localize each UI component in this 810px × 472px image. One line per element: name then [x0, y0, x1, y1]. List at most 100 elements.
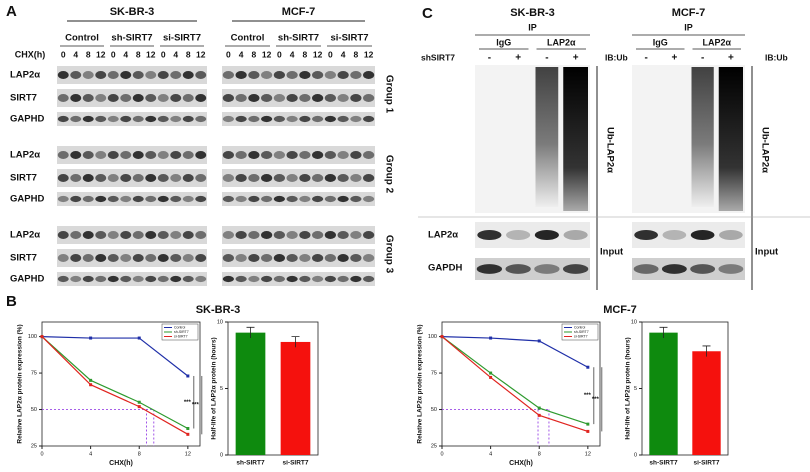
blot-band: [350, 195, 362, 203]
blot-band: [312, 231, 324, 239]
x-tick-label: sh-SIRT7: [649, 460, 678, 467]
blot-band: [107, 115, 119, 123]
condition-label: sh-SIRT7: [278, 33, 319, 44]
blot-band: [261, 174, 273, 182]
blot-band: [273, 174, 285, 182]
series-line: [41, 335, 189, 377]
blot-band: [182, 231, 194, 239]
point: [489, 375, 493, 379]
blot-band: [477, 230, 502, 240]
blot-band: [95, 71, 107, 79]
blot-strip: [222, 249, 375, 267]
blot-band: [70, 254, 82, 262]
blot-band: [363, 174, 375, 182]
y-tick-label: 10: [631, 319, 637, 325]
blot-band: [261, 71, 273, 79]
cell-line: SK-BR-3: [510, 7, 555, 19]
bar: [235, 332, 266, 455]
sign: +: [515, 53, 521, 64]
panel-label: A: [6, 3, 17, 20]
blot-band: [70, 174, 82, 182]
time-label: 0: [226, 49, 231, 59]
time-label: 0: [277, 49, 282, 59]
blot-band: [157, 71, 169, 79]
blot-band: [286, 275, 298, 283]
blot-band: [157, 94, 169, 102]
blot-band: [324, 71, 336, 79]
blot-band: [235, 71, 247, 79]
point: [537, 413, 541, 417]
blot-band: [82, 115, 94, 123]
error-bar: [659, 326, 668, 338]
blot-band: [261, 94, 273, 102]
blot-band: [235, 275, 247, 283]
blot-band: [70, 231, 82, 239]
blot-band: [286, 115, 298, 123]
x-tick-label: 12: [185, 451, 191, 457]
blot-band: [145, 94, 157, 102]
blot-band: [145, 151, 157, 159]
blot-band: [363, 231, 375, 239]
blot-band: [57, 115, 69, 123]
x-tick-label: si-SIRT7: [282, 460, 308, 467]
point: [89, 378, 93, 382]
y-axis-label: Half-life of LAP2α protein (hours): [211, 337, 218, 439]
blot-strip: [57, 112, 207, 126]
blot-band: [195, 71, 207, 79]
blot-band: [132, 254, 144, 262]
cell-line: MCF-7: [672, 7, 706, 19]
blot-band: [248, 254, 260, 262]
blot-band: [182, 174, 194, 182]
blot-band: [299, 275, 311, 283]
y-tick-label: 0: [634, 452, 637, 458]
blot-band: [195, 115, 207, 123]
blot-strip: [222, 272, 375, 286]
blot-strip: [57, 272, 207, 286]
blot-band: [195, 231, 207, 239]
blot-band: [350, 174, 362, 182]
row-label: SIRT7: [10, 253, 37, 264]
time-label: 12: [96, 49, 106, 59]
series-line: [441, 335, 589, 368]
blot-band: [337, 94, 349, 102]
blot-band: [690, 230, 715, 240]
blot-band: [363, 115, 375, 123]
blot-band: [286, 231, 298, 239]
bar: [649, 332, 678, 455]
blot-band: [299, 231, 311, 239]
x-tick-label: 8: [138, 451, 141, 457]
blot-band: [95, 115, 107, 123]
blot-band: [286, 151, 298, 159]
blot-band: [107, 174, 119, 182]
ib-label: IB:Ub: [605, 52, 628, 62]
blot-band: [120, 231, 132, 239]
point: [586, 422, 590, 426]
blot-band: [324, 174, 336, 182]
x-axis-label: CHX(h): [109, 460, 133, 467]
row-label: SIRT7: [10, 173, 37, 184]
blot-band: [82, 254, 94, 262]
blot-band: [350, 94, 362, 102]
treatment-label: shSIRT7: [421, 52, 455, 62]
blot-band: [145, 71, 157, 79]
blot-band: [235, 94, 247, 102]
y-axis-label: Relative LAP2α protein expression (%): [17, 324, 24, 443]
blot-band: [261, 115, 273, 123]
row-label: GAPDH: [428, 263, 462, 274]
blot-band: [82, 231, 94, 239]
blot-band: [95, 231, 107, 239]
blot-band: [324, 231, 336, 239]
sign: -: [488, 53, 491, 64]
blot-band: [324, 151, 336, 159]
point: [137, 400, 141, 404]
blot-band: [506, 230, 531, 240]
blot-band: [132, 174, 144, 182]
blot-band: [312, 71, 324, 79]
blot-band: [70, 195, 82, 203]
blot-band: [235, 231, 247, 239]
error-bar: [246, 326, 255, 338]
blot-band: [82, 275, 94, 283]
condition-label: sh-SIRT7: [111, 33, 152, 44]
blot-band: [662, 230, 687, 240]
blot-band: [476, 264, 503, 274]
